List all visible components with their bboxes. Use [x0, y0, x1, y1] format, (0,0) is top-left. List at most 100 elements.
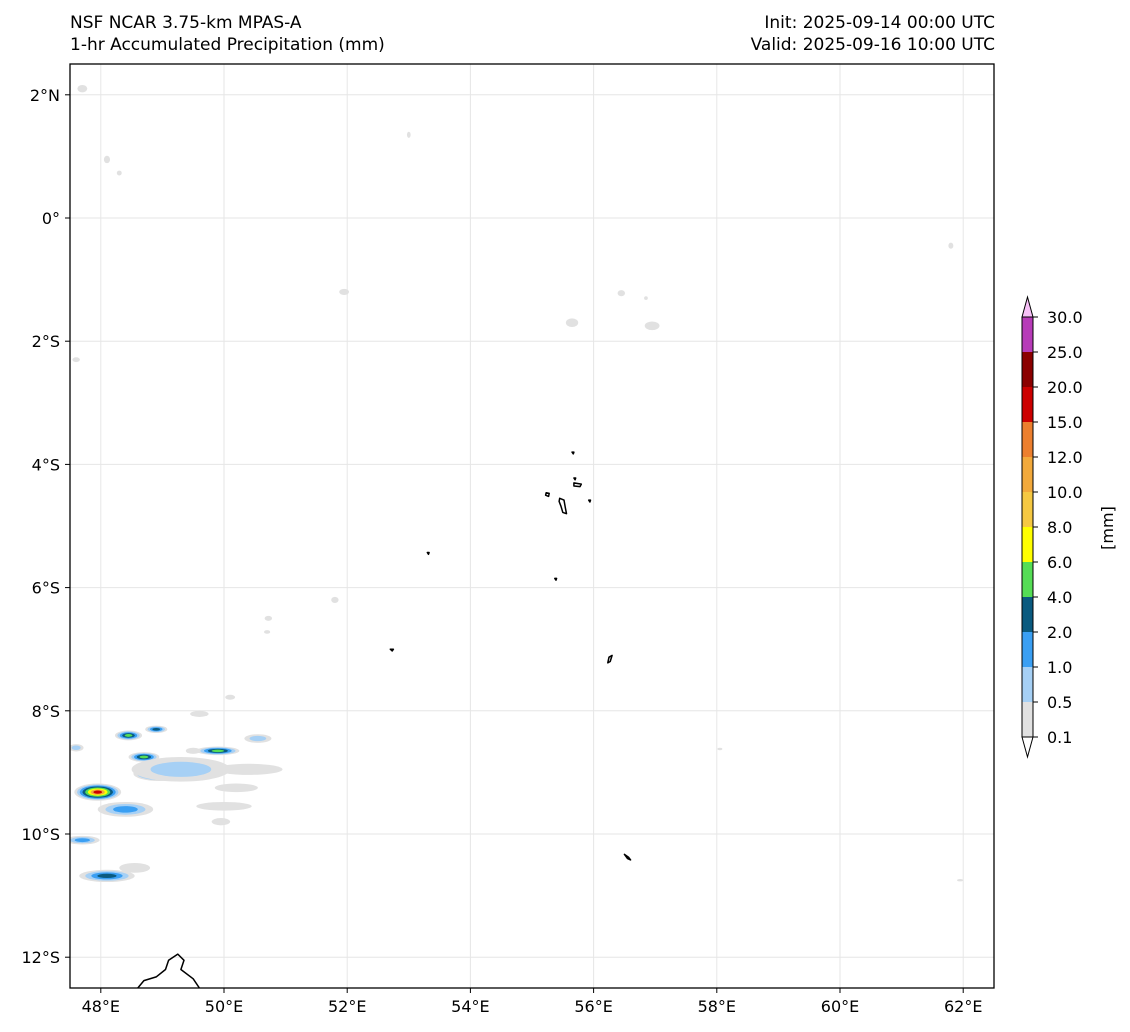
colorbar-tick-label: 2.0: [1047, 623, 1072, 642]
precip-contour: [406, 131, 411, 138]
lon-tick-label: 62°E: [944, 997, 982, 1016]
precip-cell: [145, 725, 168, 733]
precip-cell: [331, 596, 339, 603]
coastline-agalega: [623, 853, 632, 861]
precip-cell: [214, 763, 283, 775]
precip-cell: [97, 801, 154, 817]
colorbar-tick-label: 1.0: [1047, 658, 1072, 677]
colorbar-segment: [1022, 597, 1033, 632]
lat-tick-label: 8°S: [32, 702, 60, 721]
precip-contour: [152, 727, 161, 731]
precip-contour: [249, 735, 267, 742]
colorbar-tick-label: 4.0: [1047, 588, 1072, 607]
lat-tick-label: 2°S: [32, 332, 60, 351]
colorbar-over-extension: [1021, 295, 1034, 318]
precip-cell: [131, 757, 231, 782]
colorbar-segment: [1022, 527, 1033, 562]
precip-cell: [264, 615, 273, 621]
lon-tick-label: 48°E: [82, 997, 120, 1016]
lon-tick-label: 50°E: [205, 997, 243, 1016]
precip-cell: [114, 730, 143, 741]
colorbar-segment: [1022, 457, 1033, 492]
precip-cell: [406, 131, 411, 138]
precip-cell: [190, 710, 209, 717]
precip-contour: [339, 288, 350, 296]
precip-cell: [74, 783, 122, 801]
coastline-bird: [573, 477, 577, 481]
precip-contour: [617, 290, 626, 297]
lat-tick-label: 6°S: [32, 579, 60, 598]
title-line-2: 1-hr Accumulated Precipitation (mm): [70, 35, 385, 55]
colorbar-segment: [1022, 317, 1033, 352]
precip-contour: [124, 734, 133, 737]
lon-tick-label: 54°E: [451, 997, 489, 1016]
lat-tick-label: 10°S: [21, 825, 60, 844]
coastline-praslin: [573, 482, 583, 488]
colorbar-under-extension: [1021, 736, 1034, 759]
precip-contour: [93, 790, 103, 794]
coastline-mahe: [558, 497, 568, 515]
precip-contour: [331, 596, 339, 603]
precip-contour: [139, 755, 149, 759]
precip-cell: [185, 747, 201, 754]
precip-cell: [70, 744, 84, 752]
colorbar-tick-label: 25.0: [1047, 343, 1083, 362]
lon-tick-label: 60°E: [821, 997, 859, 1016]
precip-cell: [72, 357, 80, 363]
title-line-1: NSF NCAR 3.75-km MPAS-A: [70, 13, 302, 33]
precip-contour: [264, 630, 271, 634]
axis-ticks: 48°E 50°E 52°E 54°E 56°E 58°E 60°E 62°E 2°N 0° 2°S…: [21, 86, 982, 1016]
colorbar-segment: [1022, 702, 1033, 737]
colorbar-segment: [1022, 667, 1033, 702]
precip-cell: [244, 734, 272, 743]
colorbar-segment: [1022, 492, 1033, 527]
precip-contour: [119, 862, 151, 873]
precip-contour: [211, 749, 224, 753]
colorbar-tick-label: 6.0: [1047, 553, 1072, 572]
lat-tick-label: 2°N: [30, 86, 60, 105]
gridlines: [70, 64, 994, 988]
coastline-platte: [554, 577, 558, 581]
precipitation-field: [70, 84, 964, 883]
precip-contour: [264, 615, 273, 621]
precip-contour: [225, 694, 236, 700]
precip-cell: [70, 835, 100, 845]
precip-cell: [116, 170, 122, 176]
colorbar-tick-label: 20.0: [1047, 378, 1083, 397]
precip-cell: [77, 84, 88, 93]
precip-contour: [957, 878, 964, 882]
lon-tick-label: 58°E: [698, 997, 736, 1016]
coastline-denis: [571, 451, 575, 455]
precip-contour: [74, 838, 90, 843]
precip-cell: [717, 747, 723, 751]
precip-cell: [79, 869, 135, 883]
precip-cell: [644, 321, 660, 331]
colorbar-segment: [1022, 562, 1033, 597]
lon-tick-label: 52°E: [328, 997, 366, 1016]
map-frame: [69, 63, 995, 989]
lon-tick-label: 56°E: [574, 997, 612, 1016]
precip-contour: [185, 747, 201, 754]
colorbar-segment: [1022, 387, 1033, 422]
coastline-amirante: [426, 551, 430, 556]
lat-tick-label: 12°S: [21, 948, 60, 967]
precip-contour: [214, 783, 258, 793]
colorbar-tick-label: 30.0: [1047, 308, 1083, 327]
precip-cell: [196, 746, 240, 756]
colorbar-tick-label: 12.0: [1047, 448, 1083, 467]
colorbar: 0.1 0.5 1.0 2.0 4.0 6.0 8.0 10.0 12.0 15.0 20.0 25.…: [1021, 295, 1083, 759]
precip-contour: [150, 761, 212, 777]
colorbar-tick-label: 0.5: [1047, 693, 1072, 712]
colorbar-segment: [1022, 632, 1033, 667]
precip-cell: [617, 290, 626, 297]
precip-cell: [119, 862, 151, 873]
precip-cell: [196, 801, 252, 811]
lat-tick-label: 0°: [42, 209, 60, 228]
lat-tick-label: 4°S: [32, 455, 60, 474]
init-time: Init: 2025-09-14 00:00 UTC: [764, 13, 995, 33]
precip-contour: [103, 155, 111, 164]
precip-cell: [339, 288, 350, 296]
precip-contour: [116, 170, 122, 176]
precip-contour: [211, 817, 231, 826]
precip-contour: [77, 84, 88, 93]
